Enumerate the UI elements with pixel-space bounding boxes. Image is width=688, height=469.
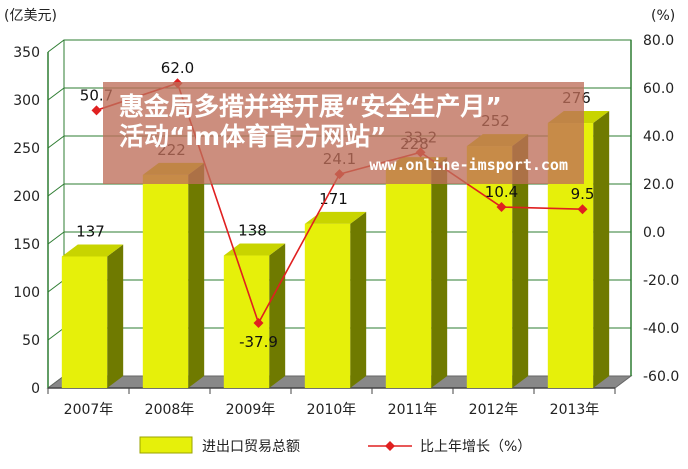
bar-value-label: 138 [238,222,267,240]
bar-side [431,157,448,388]
bar [385,157,448,388]
y2-tick-label: 80.0 [643,33,674,49]
gridline-side [47,87,65,101]
y-tick-label: 50 [22,333,40,349]
legend-bar-label: 进出口贸易总额 [202,439,300,455]
y2-tick-label: -20.0 [643,273,679,289]
y-tick-label: 300 [13,93,40,109]
bar-top [223,243,286,256]
watermark-url: www.online-imsport.com [369,156,568,174]
y-tick-label: 200 [13,189,40,205]
legend-line-label: 比上年增长（%） [420,439,531,455]
bar-front [385,169,432,388]
gridline-side [47,135,65,149]
bar-side [269,243,286,388]
bar [61,244,124,388]
legend-bar-swatch [139,436,193,454]
gridline-side [47,231,65,245]
bar-side [593,111,610,388]
gridline-side [47,327,65,341]
y2-tick-label: 40.0 [643,129,674,145]
bar-front [61,256,108,388]
x-tick-label: 2013年 [550,402,600,418]
bar [223,243,286,388]
bar-top [61,244,124,257]
bar-value-label: 171 [319,190,348,208]
growth-value-label: 62.0 [161,59,194,77]
y2-tick-label: 0.0 [643,225,665,241]
bar [304,211,367,388]
x-tick-label: 2008年 [145,402,195,418]
bar-side [107,244,124,388]
growth-value-label: 9.5 [571,185,595,203]
bar-side [350,211,367,388]
gridline-side [47,183,65,197]
gridline-side [47,279,65,293]
bar [466,134,529,388]
growth-point [91,105,102,116]
x-tick-label: 2011年 [388,402,438,418]
bar-front [466,146,513,388]
y2-tick-label: -60.0 [643,369,679,385]
bar-front [304,223,351,388]
y-axis-title: (亿美元) [4,8,57,24]
x-tick-label: 2009年 [226,402,276,418]
x-tick-label: 2007年 [64,402,114,418]
y-tick-label: 350 [13,45,40,61]
x-tick-label: 2012年 [469,402,519,418]
bar-side [512,134,529,388]
y2-axis-title: (%) [651,8,675,24]
bar [142,162,205,388]
watermark-title-line2: 活动“im体育官方网站” [119,122,387,151]
growth-point [253,317,264,328]
bar-top [304,211,367,224]
y2-tick-label: 60.0 [643,81,674,97]
bar-front [142,174,189,388]
y-tick-label: 150 [13,237,40,253]
y2-tick-label: 20.0 [643,177,674,193]
y2-tick-label: -40.0 [643,321,679,337]
y-tick-label: 100 [13,285,40,301]
watermark-title-line1: 惠金局多措并举开展“安全生产月” [119,92,502,121]
y-tick-label: 0 [31,381,40,397]
growth-value-label: -37.9 [239,333,278,351]
bar-side [188,162,205,388]
growth-value-label: 10.4 [485,183,518,201]
bar-value-label: 137 [76,222,105,240]
legend-line-marker [385,441,395,451]
bar-front [223,255,270,388]
x-tick-label: 2010年 [307,402,357,418]
growth-point [496,202,507,213]
growth-point [577,204,588,215]
gridline-side [47,39,65,53]
y-tick-label: 250 [13,141,40,157]
watermark-overlay: 惠金局多措并举开展“安全生产月” 活动“im体育官方网站” www.online… [103,82,584,184]
